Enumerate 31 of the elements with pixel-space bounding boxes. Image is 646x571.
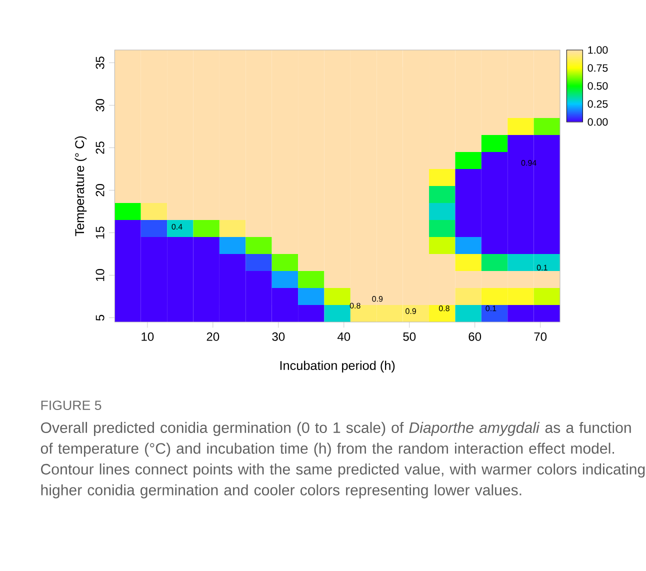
color-bar-label: 0.50 (588, 82, 608, 90)
color-bar-label: 0.75 (588, 64, 608, 72)
caption: FIGURE 5 (41, 400, 102, 410)
y-axis-title: Temperature (° C) (74, 136, 87, 236)
annotation: 0.8 (438, 306, 450, 312)
text: Overall predicted conidia germination (0 to 1 scale) of Diaporthe amygdali as a function of temperature (°C) and incubation time (h) from the random interaction effect model. Contour lines connect points with the same predicted value, with warmer colors indicating higher conidia germination and cooler colors representing lower values. (40, 422, 645, 498)
x-tick-label: 50 (403, 332, 416, 341)
y-tick-label: 15 (96, 226, 104, 238)
x-tick-label: 60 (468, 332, 482, 341)
y-tick-label: 25 (96, 142, 104, 154)
x-tick-label: 30 (272, 332, 285, 341)
color-bar-label: 1.00 (588, 46, 608, 54)
annotation: 0.8 (350, 302, 360, 309)
color-bar-label: 0.25 (588, 100, 608, 108)
y-tick-label: 10 (96, 269, 104, 281)
x-tick-label: 20 (206, 332, 220, 341)
color-bar-label: 0.00 (588, 118, 608, 126)
annotation: 0.4 (172, 224, 182, 230)
y-tick-label: 30 (96, 99, 104, 112)
x-tick-label: 70 (534, 332, 547, 341)
annotation: 0.9 (372, 296, 383, 302)
y-tick-label: 35 (96, 56, 104, 69)
x-tick-label: 10 (142, 332, 154, 341)
y-tick-label: 5 (96, 314, 104, 321)
y-tick-label: 20 (96, 184, 104, 196)
annotation: 0.1 (486, 306, 496, 312)
x-tick-label: 40 (337, 332, 350, 341)
annotation: 0.9 (406, 308, 416, 314)
x-axis-title: Incubation period (h) (280, 360, 395, 373)
annotation: 0.1 (536, 264, 548, 270)
annotation: 0.94 (521, 160, 536, 166)
